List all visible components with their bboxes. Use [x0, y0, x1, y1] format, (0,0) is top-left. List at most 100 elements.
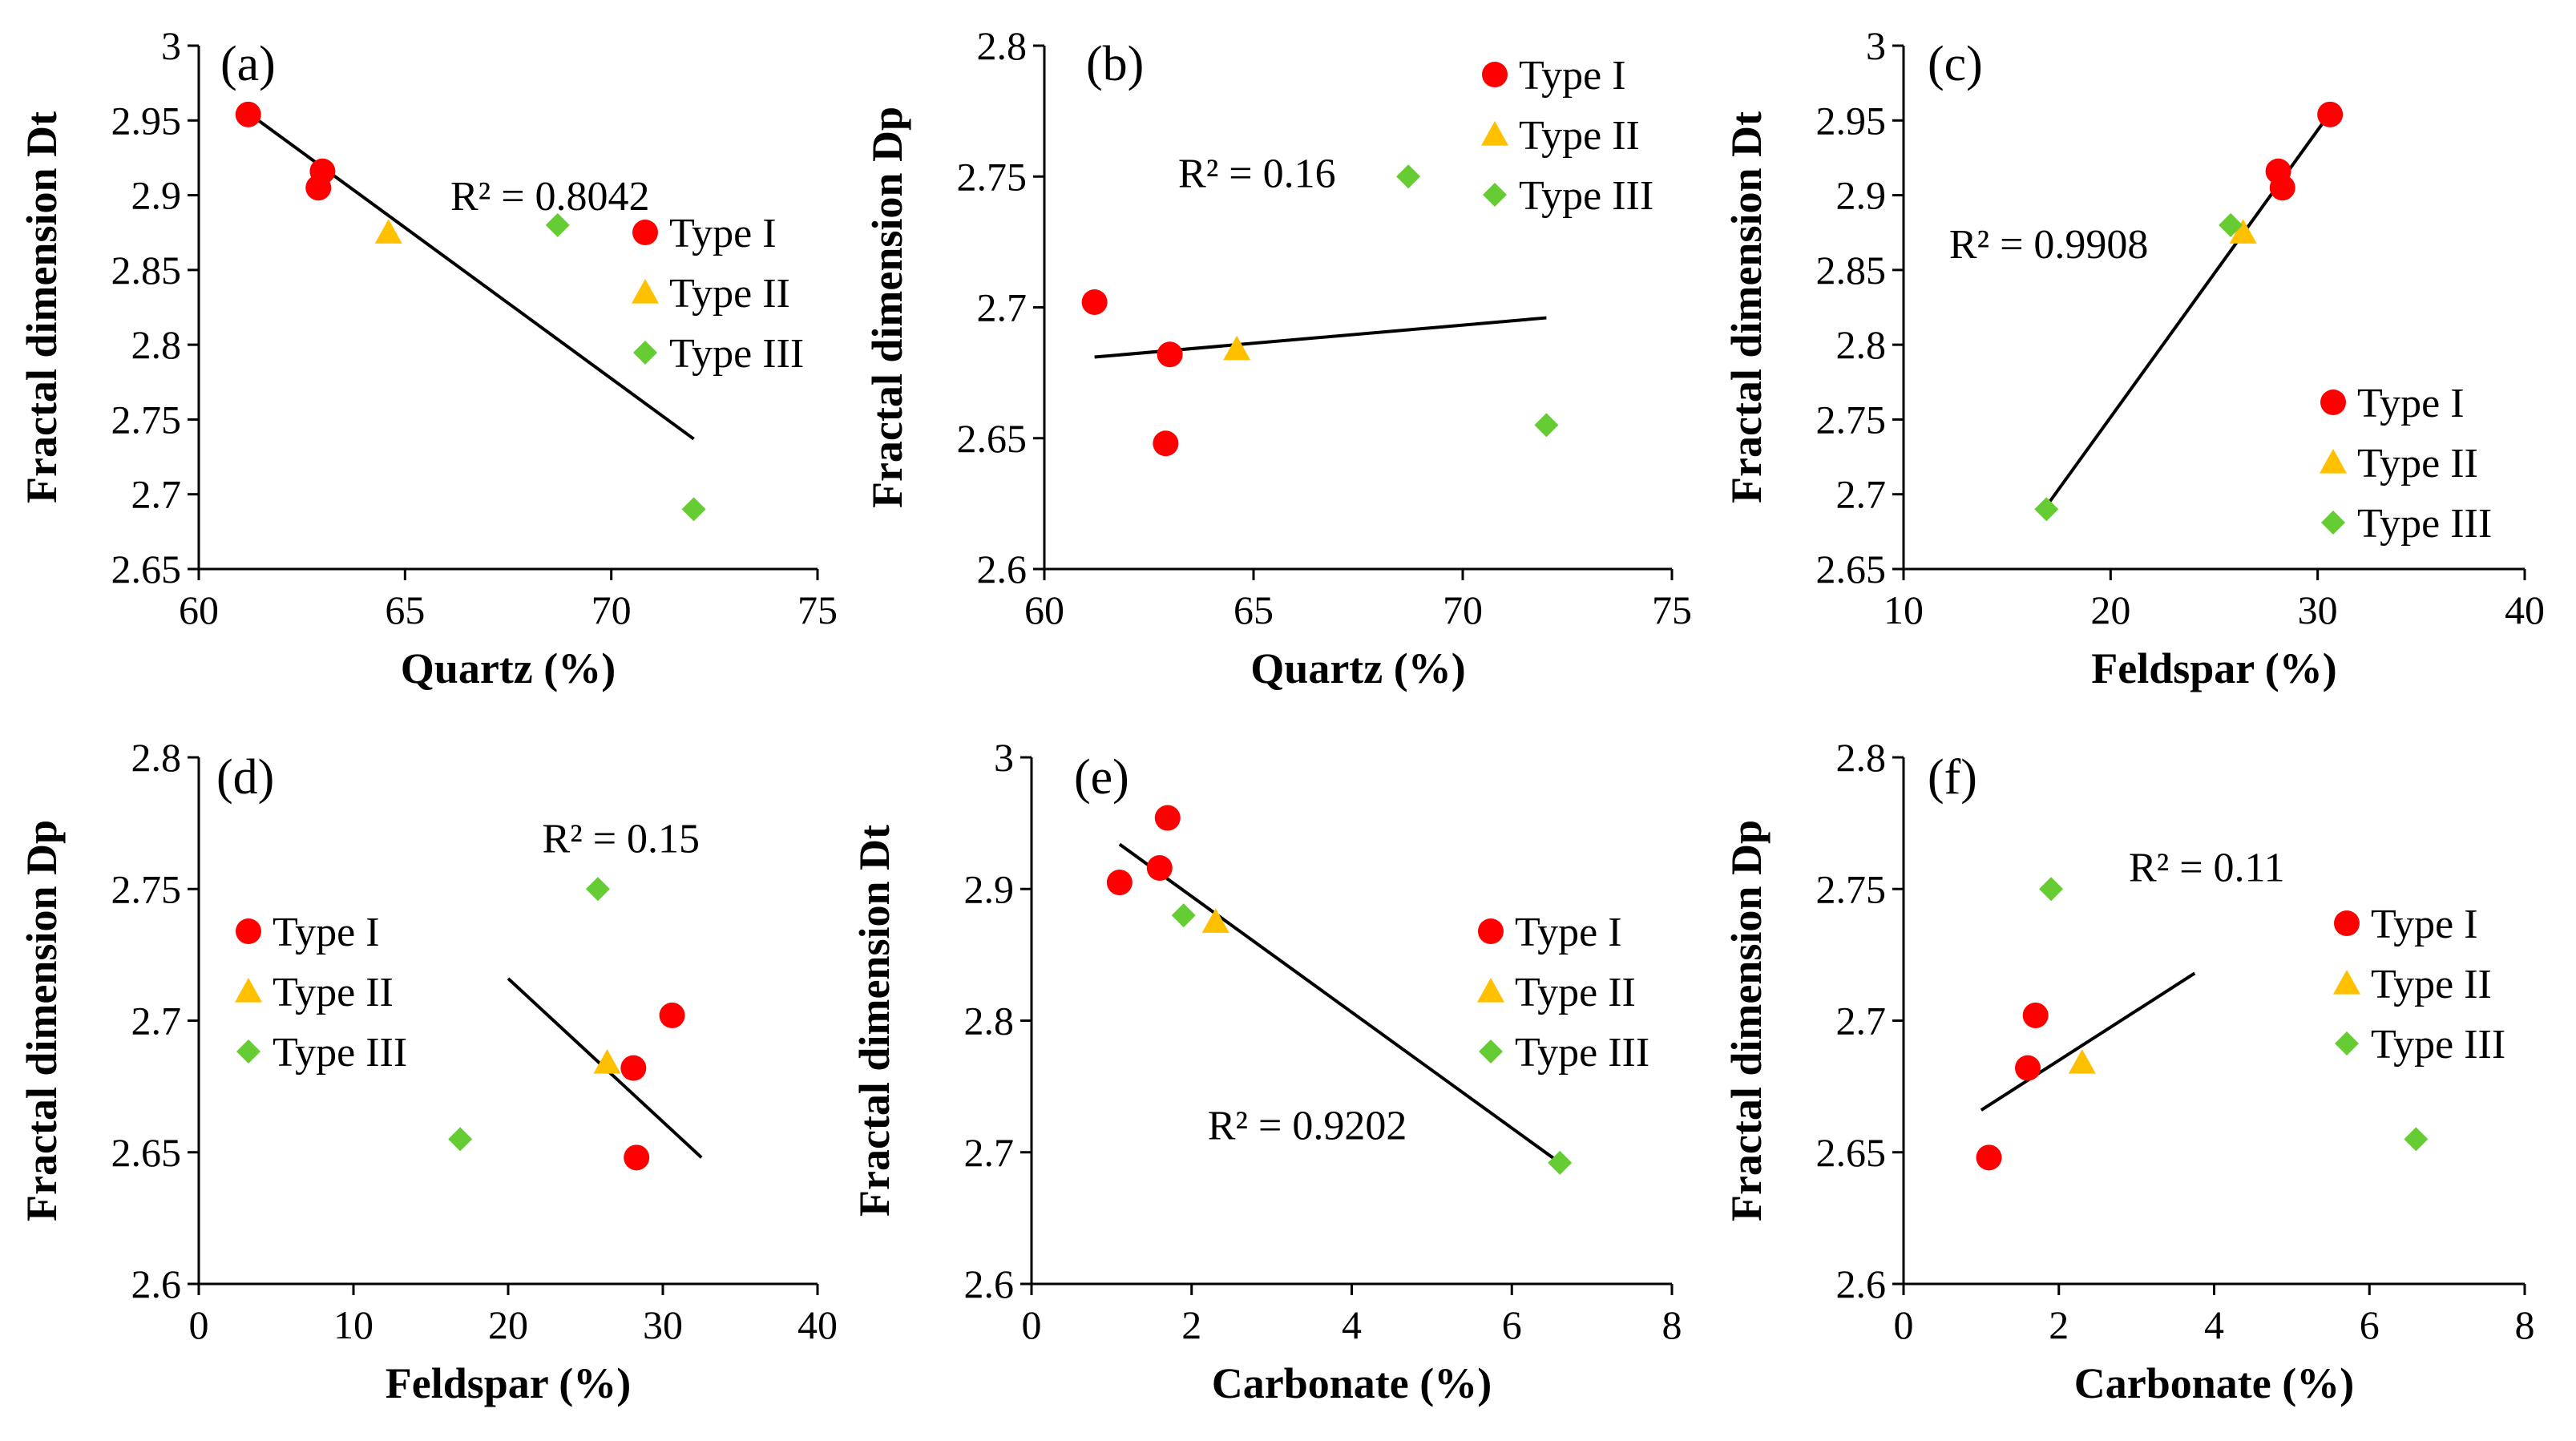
y-tick-label: 2.6 [1836, 1261, 1887, 1306]
legend-marker-type-ii [1481, 121, 1508, 146]
legend-marker-type-ii [632, 279, 659, 304]
chart-panel-e: 2.6 2.7 2.8 2.9 3 0 2 4 6 8 Carbonate (%) Fractal d… [850, 735, 1682, 1407]
x-tick-label: 60 [1024, 587, 1064, 632]
data-point-type-i [1157, 341, 1183, 368]
legend-marker-type-ii [2333, 970, 2360, 995]
x-tick-label: 4 [2204, 1302, 2224, 1347]
data-point-type-i [624, 1144, 650, 1171]
legend-label: Type I [2371, 902, 2478, 947]
data-point-type-i [2015, 1055, 2041, 1081]
data-point-type-iii [2219, 212, 2243, 237]
x-tick-label: 6 [1502, 1302, 1522, 1347]
r2-annotation: R² = 0.9908 [1949, 222, 2149, 268]
panel-label: (f) [1928, 750, 1977, 805]
legend-marker-type-iii [1479, 1039, 1503, 1064]
legend-marker-type-ii [2320, 449, 2347, 474]
legend-label: Type III [1515, 1030, 1649, 1076]
x-axis-title: Feldspar (%) [386, 1359, 632, 1407]
x-tick-label: 10 [333, 1302, 373, 1347]
y-tick-label: 2.7 [1836, 472, 1887, 517]
r2-annotation: R² = 0.11 [2129, 845, 2285, 890]
chart-panel-b: 2.6 2.65 2.7 2.75 2.8 60 65 70 75 Quartz (%) Fract… [863, 23, 1692, 692]
legend-label: Type II [1519, 113, 1640, 159]
y-axis-title: Fractal dimension Dt [1722, 111, 1770, 503]
chart-panel-f: 2.6 2.65 2.7 2.75 2.8 0 2 4 6 8 Carbonate (%) Fract… [1722, 735, 2535, 1407]
data-point-type-i [2269, 175, 2295, 201]
y-tick-label: 2.85 [111, 248, 182, 293]
data-point-type-i [1146, 854, 1173, 881]
legend-label: Type III [2371, 1022, 2505, 1068]
x-tick-label: 0 [1894, 1302, 1914, 1347]
data-point-type-i [305, 175, 332, 201]
data-point-type-iii [2039, 877, 2064, 902]
legend-label: Type II [669, 271, 790, 317]
legend: Type I Type II Type III [2333, 902, 2505, 1068]
data-point-type-i [659, 1002, 685, 1028]
legend-marker-type-iii [2321, 511, 2345, 535]
legend-label: Type II [1515, 970, 1636, 1015]
y-tick-label: 2.7 [964, 1130, 1015, 1175]
data-point-type-iii [585, 877, 610, 902]
x-tick-label: 75 [1652, 587, 1692, 632]
legend-label: Type I [669, 211, 777, 256]
y-axis-title: Fractal dimension Dt [850, 825, 898, 1217]
y-tick-label: 2.75 [111, 397, 182, 442]
y-tick-label: 2.65 [111, 1130, 182, 1175]
y-tick-label: 2.65 [1816, 1130, 1887, 1175]
data-point-type-i [620, 1055, 647, 1081]
legend-marker-type-i [632, 220, 658, 245]
y-tick-label: 3 [161, 23, 181, 68]
legend-marker-type-i [2334, 910, 2360, 936]
y-tick-label: 2.9 [131, 173, 182, 218]
chart-panel-a: 2.65 2.7 2.75 2.8 2.85 2.9 2.95 3 60 65 70 75 Quartz… [18, 23, 838, 692]
y-tick-label: 2.95 [111, 98, 182, 143]
legend-label: Type II [273, 970, 394, 1015]
x-tick-label: 40 [2505, 587, 2545, 632]
legend-label: Type I [1515, 910, 1622, 955]
y-tick-label: 2.95 [1816, 98, 1887, 143]
legend-marker-type-ii [1477, 978, 1504, 1003]
data-point-type-i [2022, 1002, 2049, 1028]
panel-label: (d) [216, 750, 274, 805]
y-tick-label: 2.75 [957, 154, 1028, 199]
y-tick-label: 2.8 [964, 999, 1015, 1043]
legend: Type I Type II Type III [235, 910, 407, 1076]
legend-label: Type II [2357, 441, 2478, 486]
legend: Type I Type II Type III [2320, 381, 2492, 547]
legend-marker-type-iii [1483, 183, 1507, 207]
data-point-type-ii [374, 219, 402, 244]
data-point-type-i [235, 101, 261, 127]
y-axis-title: Fractal dimension Dp [18, 820, 66, 1221]
y-tick-label: 2.65 [957, 416, 1028, 461]
x-tick-label: 6 [2360, 1302, 2380, 1347]
x-tick-label: 4 [1342, 1302, 1362, 1347]
y-axis-title: Fractal dimension Dp [863, 107, 911, 508]
x-tick-label: 10 [1884, 587, 1924, 632]
y-tick-label: 2.7 [131, 472, 182, 517]
y-tick-label: 2.75 [1816, 866, 1887, 911]
x-tick-label: 75 [797, 587, 838, 632]
y-tick-label: 2.9 [964, 866, 1015, 911]
y-tick-label: 2.6 [964, 1261, 1015, 1306]
x-axis-title: Carbonate (%) [2074, 1359, 2354, 1407]
y-tick-label: 2.7 [131, 999, 182, 1043]
legend-marker-type-i [2320, 390, 2346, 415]
trendline [1118, 842, 1561, 1165]
x-tick-label: 2 [2049, 1302, 2069, 1347]
data-point-type-iii [1534, 413, 1559, 438]
legend-marker-type-iii [633, 341, 657, 365]
r2-annotation: R² = 0.16 [1178, 151, 1336, 196]
legend-marker-type-iii [236, 1039, 260, 1064]
data-point-type-i [1153, 430, 1179, 457]
x-axis-title: Quartz (%) [1250, 644, 1465, 692]
y-axis-title: Fractal dimension Dt [18, 111, 66, 503]
legend-label: Type III [2357, 501, 2492, 547]
data-point-type-i [2317, 101, 2344, 127]
panel-label: (e) [1074, 750, 1129, 805]
panel-label: (a) [220, 37, 276, 91]
data-point-type-iii [1548, 1150, 1573, 1175]
legend-label: Type III [669, 331, 804, 377]
y-tick-label: 2.65 [111, 547, 182, 591]
y-tick-label: 2.9 [1836, 173, 1887, 218]
